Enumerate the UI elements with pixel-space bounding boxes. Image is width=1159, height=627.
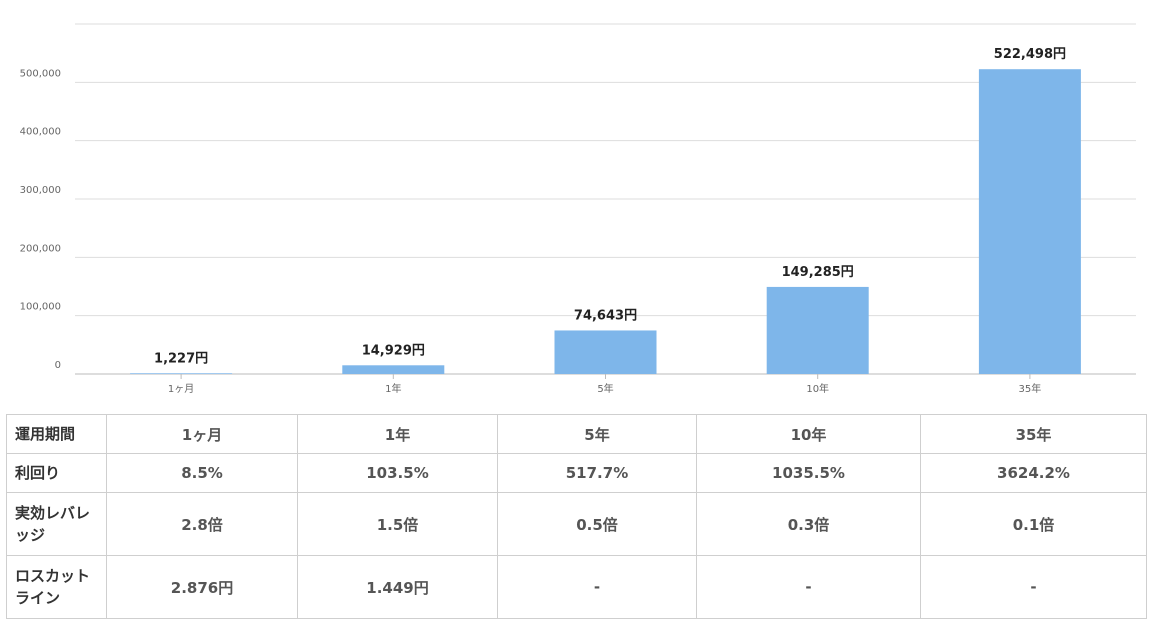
data-label: 1,227円 [154, 351, 208, 366]
table-header-cell: 運用期間 [6, 414, 107, 454]
x-tick-label: 10年 [806, 382, 829, 395]
table-row-label: ロスカットライン [6, 555, 107, 619]
table-cell: 517.7% [497, 453, 697, 493]
table-cell: - [920, 555, 1147, 619]
table-header-cell: 5年 [497, 414, 697, 454]
table-header-cell: 35年 [920, 414, 1147, 454]
data-label: 149,285円 [782, 265, 854, 280]
table-cell: 3624.2% [920, 453, 1147, 493]
table-cell: 0.5倍 [497, 492, 697, 556]
table-header-cell: 1ヶ月 [106, 414, 298, 454]
table-row: 運用期間 1ヶ月 1年 5年 10年 35年 [6, 414, 1147, 454]
bar [342, 365, 445, 374]
table-cell: 103.5% [297, 453, 498, 493]
bar [554, 330, 657, 374]
table-cell: 1.449円 [297, 555, 498, 619]
table-header-cell: 1年 [297, 414, 498, 454]
data-label: 522,498円 [994, 47, 1066, 62]
table-header-cell: 10年 [696, 414, 921, 454]
table-cell: 0.1倍 [920, 492, 1147, 556]
table-cell: 2.876円 [106, 555, 298, 619]
table-cell: 1.5倍 [297, 492, 498, 556]
table-cell: 0.3倍 [696, 492, 921, 556]
table-cell: - [696, 555, 921, 619]
x-tick-label: 5年 [597, 382, 613, 395]
table-row: ロスカットライン 2.876円 1.449円 - - - [6, 555, 1147, 619]
table-row-label: 実効レバレッジ [6, 492, 107, 556]
data-label: 14,929円 [362, 343, 425, 358]
x-tick-label: 1年 [385, 382, 401, 395]
data-label: 74,643円 [574, 308, 637, 323]
table-row: 利回り 8.5% 103.5% 517.7% 1035.5% 3624.2% [6, 453, 1147, 493]
table-cell: - [497, 555, 697, 619]
y-tick-label: 200,000 [20, 243, 61, 254]
bar-chart: 0 100,000 200,000 300,000 400,000 500,000 1ヶ月 1… [20, 23, 1136, 395]
bar [766, 286, 869, 374]
summary-table: 運用期間 1ヶ月 1年 5年 10年 35年 利回り 8.5% 103.5% 5… [6, 414, 1147, 619]
x-tick-label: 1ヶ月 [168, 383, 194, 395]
table-cell: 1035.5% [696, 453, 921, 493]
y-tick-label: 300,000 [20, 185, 61, 196]
table-cell: 2.8倍 [106, 492, 298, 556]
y-tick-label: 500,000 [20, 68, 61, 79]
table-cell: 8.5% [106, 453, 298, 493]
bar [130, 373, 233, 374]
y-tick-label: 0 [55, 360, 61, 371]
table-row: 実効レバレッジ 2.8倍 1.5倍 0.5倍 0.3倍 0.1倍 [6, 492, 1147, 556]
y-tick-label: 100,000 [20, 302, 61, 313]
bar [978, 69, 1081, 374]
table-row-label: 利回り [6, 453, 107, 493]
x-tick-label: 35年 [1019, 382, 1042, 395]
y-tick-label: 400,000 [20, 127, 61, 138]
